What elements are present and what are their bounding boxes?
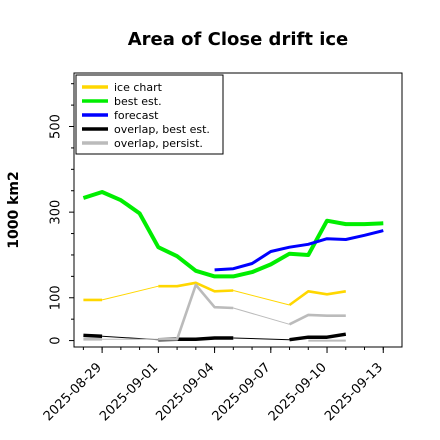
legend-label: best est. [114,95,162,108]
x-tick-label: 2025-09-07 [210,360,274,424]
y-axis-label: 1000 km2 [6,171,22,248]
series-ice-chart [83,281,347,307]
series-line [101,285,159,301]
series-overlap-persist- [83,283,346,342]
series-line [158,281,234,293]
y-tick-label: 300 [49,200,64,225]
x-tick-label: 2025-08-29 [41,360,105,424]
x-tick-label: 2025-09-04 [153,360,217,424]
series-layer [82,190,384,342]
legend-label: forecast [114,109,159,122]
x-tick-label: 2025-09-13 [322,360,386,424]
series-line [288,313,346,326]
chart-title: Area of Close drift ice [128,29,349,50]
legend-label: overlap, best est. [114,123,210,136]
y-tick-label: 100 [49,285,64,310]
series-line [289,332,347,342]
series-line [83,333,103,339]
series-line [233,290,290,306]
series-line [82,190,384,279]
y-tick-label: 500 [49,114,64,139]
y-tick-label: 0 [49,336,64,344]
series-line [233,337,290,341]
series-best-est- [82,190,384,279]
legend-label: ice chart [114,81,163,94]
series-line [288,289,347,307]
x-tick-label: 2025-09-01 [97,360,161,424]
series-line [233,307,290,325]
series-line [214,229,384,272]
series-forecast [214,229,384,272]
series-line [158,283,234,341]
legend-label: overlap, persist. [114,137,203,150]
x-tick-label: 2025-09-10 [266,360,330,424]
